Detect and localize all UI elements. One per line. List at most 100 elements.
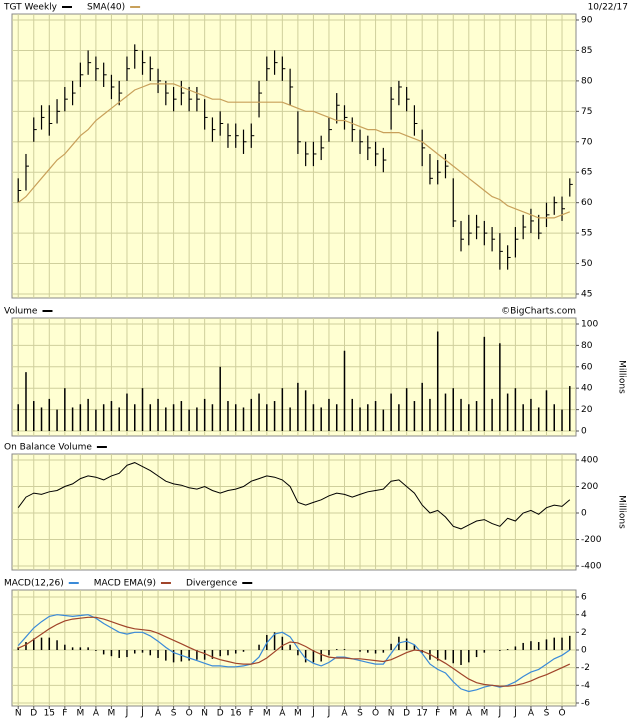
legend-label: SMA(40) — [87, 3, 125, 13]
y-tick-label: 60 — [581, 198, 593, 208]
volume-bar — [328, 398, 330, 431]
divergence-bar — [64, 644, 66, 650]
volume-bar — [530, 398, 532, 431]
x-tick-label: N — [201, 709, 208, 719]
volume-bar — [436, 331, 439, 431]
x-tick-label: D — [30, 709, 37, 719]
divergence-bar — [530, 641, 532, 650]
y-tick-label: 0 — [581, 646, 587, 656]
x-tick-label: D — [217, 709, 224, 719]
volume-bar — [250, 398, 253, 431]
y-tick-label: 6 — [581, 593, 587, 603]
volume-bar — [320, 407, 322, 431]
divergence-bar — [537, 642, 540, 650]
y-tick-label: 60 — [581, 362, 593, 372]
volume-bar — [421, 382, 423, 431]
volume-bar — [359, 407, 361, 431]
divergence-bar — [118, 650, 120, 658]
volume-bar — [475, 401, 478, 431]
volume-bar — [172, 404, 175, 431]
volume-bar — [180, 401, 183, 431]
y-tick-label: 70 — [581, 137, 593, 147]
volume-bar — [351, 398, 354, 431]
volume-bar — [165, 407, 167, 431]
volume-bar — [40, 407, 43, 431]
volume-bar — [48, 398, 51, 431]
x-tick-label: A — [279, 709, 286, 719]
volume-bar — [297, 382, 299, 431]
divergence-bar — [211, 650, 214, 659]
volume-bar — [398, 404, 400, 431]
y-tick-label: 55 — [581, 229, 592, 239]
y-tick-label: 20 — [581, 405, 593, 415]
volume-bar — [141, 388, 144, 431]
divergence-bar — [452, 650, 455, 664]
volume-bar — [444, 393, 447, 431]
divergence-bar — [157, 650, 159, 658]
divergence-bar — [227, 650, 229, 656]
volume-bar — [561, 409, 563, 431]
divergence-bar — [335, 649, 338, 650]
x-tick-label: J — [513, 709, 517, 719]
volume-bar — [460, 398, 462, 431]
x-tick-label: A — [155, 709, 162, 719]
x-tick-label: 17 — [416, 709, 427, 719]
divergence-bar — [359, 650, 361, 652]
x-tick-label: M — [263, 709, 271, 719]
x-tick-label: J — [311, 709, 315, 719]
volume-bar — [553, 404, 555, 431]
volume-bar — [157, 398, 159, 431]
y-tick-label: 85 — [581, 46, 592, 56]
x-tick-label: M — [449, 709, 457, 719]
y-tick-label: 90 — [581, 16, 593, 26]
y-tick-label: 50 — [581, 259, 593, 269]
y-tick-label: -200 — [581, 535, 602, 545]
divergence-bar — [444, 650, 447, 660]
x-tick-label: S — [171, 709, 177, 719]
divergence-bar — [258, 644, 260, 650]
divergence-bar — [569, 635, 571, 650]
volume-bar — [468, 404, 470, 431]
x-tick-label: F — [62, 709, 67, 719]
divergence-bar — [273, 632, 276, 650]
volume-bar — [312, 404, 315, 431]
x-tick-label: J — [140, 709, 144, 719]
x-tick-label: M — [108, 709, 116, 719]
sma-line — [17, 83, 571, 219]
divergence-bar — [141, 650, 144, 653]
x-tick-label: O — [186, 709, 193, 719]
x-tick-label: A — [528, 709, 535, 719]
divergence-bar — [553, 637, 555, 650]
y-tick-label: 80 — [581, 76, 593, 86]
divergence-bar — [320, 650, 322, 662]
panel-frame — [11, 13, 577, 299]
divergence-bar — [71, 647, 74, 650]
panel-frame — [11, 453, 577, 571]
y-tick-label: 0 — [581, 509, 587, 519]
legend-label: Volume — [4, 307, 38, 317]
divergence-bar — [522, 642, 524, 650]
divergence-bar — [56, 640, 58, 650]
x-tick-label: D — [403, 709, 410, 719]
y-tick-label: 40 — [581, 384, 593, 394]
volume-bar — [281, 388, 284, 431]
divergence-bar — [343, 649, 346, 650]
divergence-bar — [242, 650, 245, 652]
divergence-bar — [460, 650, 462, 666]
volume-bar — [522, 404, 524, 431]
volume-bar — [71, 407, 74, 431]
x-tick-label: M — [480, 709, 488, 719]
divergence-bar — [468, 650, 470, 663]
volume-bar — [258, 393, 260, 431]
x-tick-label: A — [341, 709, 348, 719]
x-tick-label: N — [388, 709, 395, 719]
volume-bar — [506, 393, 509, 431]
volume-bar — [149, 404, 152, 431]
volume-bar — [17, 404, 19, 431]
divergence-bar — [25, 642, 27, 650]
divergence-bar — [304, 650, 307, 663]
y-tick-label: 75 — [581, 107, 592, 117]
divergence-bar — [561, 637, 563, 650]
volume-bar — [64, 388, 66, 431]
